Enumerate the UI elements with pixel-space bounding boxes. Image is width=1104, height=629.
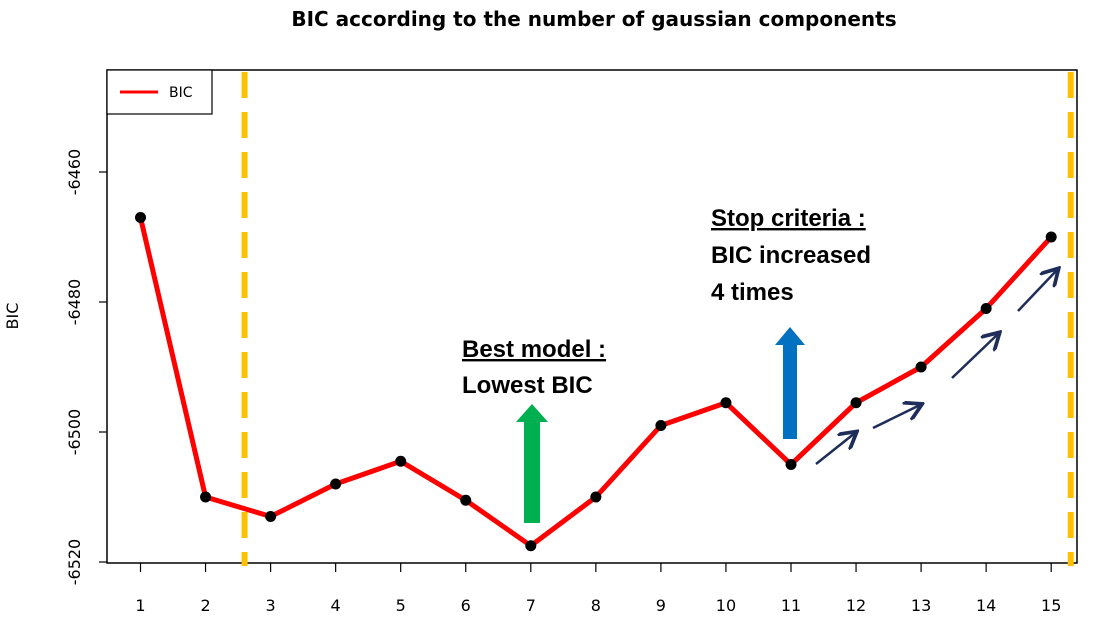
best-model-heading: Best model : — [462, 336, 606, 363]
stop-criteria-heading: Stop criteria : — [711, 205, 866, 232]
legend: BIC — [106, 69, 213, 115]
dashed-vertical-lines — [241, 72, 1074, 566]
data-point — [980, 303, 992, 314]
data-point — [460, 494, 472, 506]
y-tick-label: -6480 — [65, 279, 84, 326]
x-tick-label: 8 — [591, 596, 601, 615]
x-tick-label: 15 — [1041, 596, 1061, 615]
x-tick-label: 11 — [781, 596, 801, 615]
y-ticks: -6460 -6480 -6500 -6520 — [65, 149, 107, 586]
y-tick-label: -6520 — [65, 539, 84, 586]
stop-criteria-up-arrow — [775, 327, 805, 439]
trend-arrow-2 — [872, 405, 920, 430]
stop-criteria-line-2: 4 times — [711, 279, 794, 306]
x-ticks: 1 2 3 4 5 6 7 8 9 10 11 12 13 14 15 — [135, 563, 1061, 615]
data-points — [135, 212, 1057, 552]
data-point — [655, 420, 667, 431]
x-tick-label: 6 — [461, 596, 471, 615]
chart-title: BIC according to the number of gaussian … — [291, 7, 896, 31]
plot-frame — [106, 69, 1078, 564]
data-point — [330, 478, 342, 490]
trend-arrow-4 — [1017, 270, 1057, 312]
x-tick-label: 9 — [656, 596, 666, 615]
stop-criteria-annotation: Stop criteria : BIC increased 4 times — [711, 205, 871, 306]
y-axis-label: BIC — [3, 303, 22, 330]
x-tick-label: 13 — [911, 596, 931, 615]
y-tick-label: -6460 — [65, 149, 84, 196]
data-point — [265, 511, 277, 522]
x-tick-label: 1 — [135, 596, 145, 615]
x-tick-label: 2 — [200, 596, 210, 615]
x-tick-label: 5 — [396, 596, 406, 615]
data-point — [1045, 231, 1057, 243]
stop-criteria-line-1: BIC increased — [711, 242, 871, 269]
trend-arrow-1 — [815, 433, 855, 465]
x-tick-label: 10 — [716, 596, 736, 615]
legend-label: BIC — [169, 85, 193, 101]
data-point — [395, 455, 407, 467]
data-point — [720, 397, 732, 409]
x-tick-label: 4 — [331, 596, 341, 615]
best-model-annotation: Best model : Lowest BIC — [462, 336, 606, 399]
data-point — [590, 491, 602, 503]
data-point — [135, 212, 146, 223]
best-model-up-arrow — [516, 404, 548, 523]
data-point — [525, 540, 537, 552]
y-tick-label: -6500 — [65, 409, 84, 456]
data-point — [915, 361, 927, 373]
x-tick-label: 3 — [266, 596, 276, 615]
x-tick-label: 14 — [976, 596, 996, 615]
x-tick-label: 12 — [846, 596, 866, 615]
trend-arrow-3 — [951, 334, 998, 379]
x-tick-label: 7 — [526, 596, 536, 615]
best-model-line-1: Lowest BIC — [462, 372, 593, 399]
data-point — [200, 491, 212, 503]
data-point — [785, 459, 797, 470]
data-point — [850, 397, 862, 409]
